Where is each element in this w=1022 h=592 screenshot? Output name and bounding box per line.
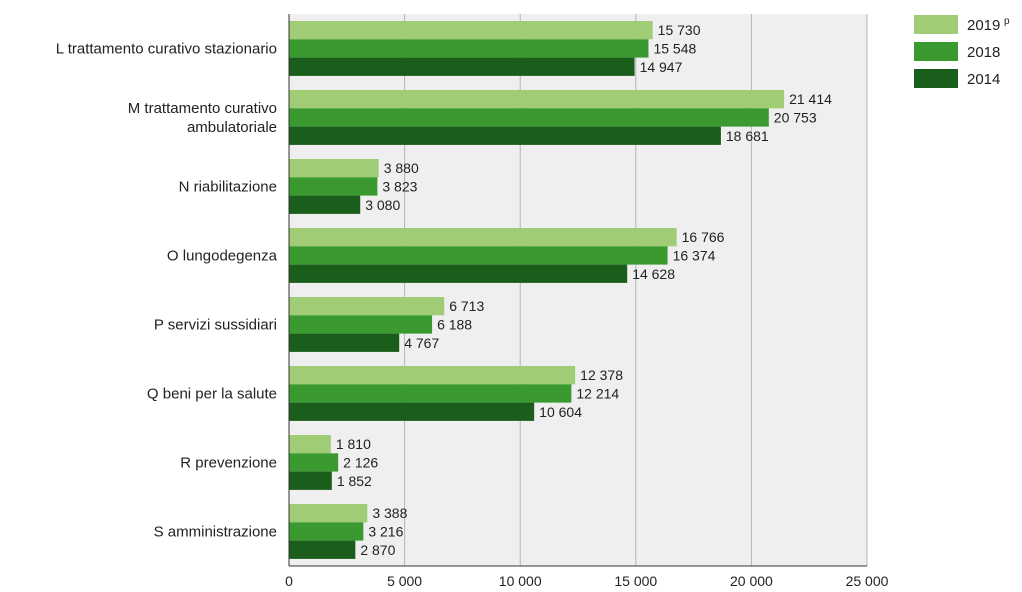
x-tick-label: 0 [285,573,293,589]
legend-label: 2018 [967,44,1000,61]
bar-2019 [289,297,445,316]
value-label: 3 388 [372,505,407,521]
bar-2014 [289,402,535,421]
bar-2018 [289,384,572,403]
value-label: 10 604 [539,404,582,420]
value-label: 16 374 [673,247,716,263]
bar-2018 [289,315,433,334]
bar-2019 [289,90,785,109]
bar-2014 [289,195,361,214]
bar-2018 [289,177,378,196]
bar-2018 [289,246,668,265]
value-label: 1 852 [337,473,372,489]
value-label: 3 880 [384,160,419,176]
bar-2019 [289,21,653,40]
x-tick-labels-group: 0 5 000 10 000 15 000 20 000 25 000 [285,573,889,589]
x-tick-label: 15 000 [614,573,657,589]
bar-2014 [289,57,635,76]
bar-2014 [289,540,356,559]
value-label: 3 080 [365,197,400,213]
category-label: P servizi sussidiari [154,316,277,333]
value-label: 3 216 [368,523,403,539]
bar-2014 [289,333,400,352]
category-label: L trattamento curativo stazionario [56,40,277,57]
legend-swatch-2018 [914,42,958,61]
value-label: 6 713 [449,298,484,314]
value-label: 2 126 [343,454,378,470]
value-label: 6 188 [437,316,472,332]
bar-2018 [289,39,649,58]
bar-2018 [289,522,364,541]
value-label: 15 730 [658,22,701,38]
value-label: 18 681 [726,128,769,144]
bar-2019 [289,504,368,523]
value-label: 3 823 [382,178,417,194]
category-label: Q beni per la salute [147,385,277,402]
value-label: 12 378 [580,367,623,383]
legend: 2019 p 2018 2014 [914,15,1010,88]
legend-superscript: p [1004,16,1010,27]
value-label: 16 766 [682,229,725,245]
value-label: 14 628 [632,266,675,282]
x-tick-label: 25 000 [846,573,889,589]
category-label: M trattamento curativo [128,100,277,117]
bar-2014 [289,264,628,283]
category-label: N riabilitazione [179,178,277,195]
value-label: 20 753 [774,109,817,125]
category-label: R prevenzione [180,454,277,471]
category-labels-group: L trattamento curativo stazionario M trat… [56,40,278,540]
legend-swatch-2014 [914,69,958,88]
bar-2018 [289,108,769,127]
value-label: 14 947 [640,59,683,75]
category-label: ambulatoriale [187,119,277,136]
value-label: 2 870 [360,542,395,558]
legend-label: 2014 [967,71,1000,88]
bar-2019 [289,435,331,454]
bar-2019 [289,366,576,385]
value-label: 4 767 [404,335,439,351]
legend-label: 2019 [967,17,1000,34]
bar-2014 [289,126,721,145]
category-label: O lungodegenza [167,247,278,264]
x-tick-label: 5 000 [387,573,422,589]
value-label: 21 414 [789,91,832,107]
value-label: 12 214 [576,385,619,401]
value-label: 1 810 [336,436,371,452]
value-label: 15 548 [653,40,696,56]
legend-swatch-2019 [914,15,958,34]
value-labels-group: 15 730 15 548 14 947 21 414 20 753 18 681 3 88… [336,22,832,558]
bars-group [289,21,785,559]
bar-2014 [289,471,332,490]
x-tick-label: 10 000 [499,573,542,589]
category-label: S amministrazione [154,523,277,540]
bar-2019 [289,159,379,178]
bar-2019 [289,228,677,247]
x-tick-label: 20 000 [730,573,773,589]
bar-2018 [289,453,339,472]
